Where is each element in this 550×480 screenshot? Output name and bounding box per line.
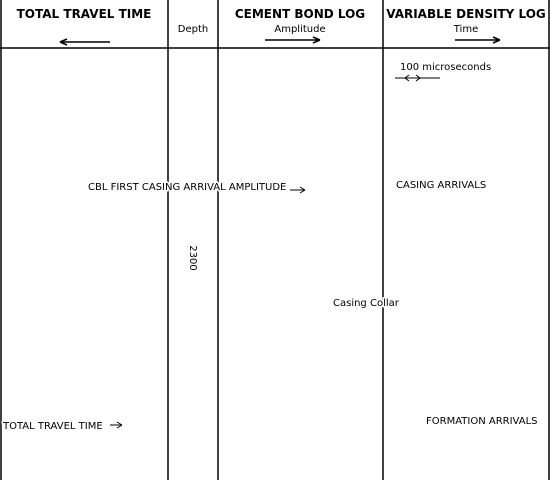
track3-header: VARIABLE DENSITY LOG <box>386 7 546 21</box>
track2-header: CEMENT BOND LOG <box>235 7 365 21</box>
track3-subheader: Time <box>453 24 478 35</box>
depth-label: 2300 <box>187 245 198 270</box>
annotation-arrows <box>110 74 440 429</box>
ttt-annotation: TOTAL TRAVEL TIME <box>2 421 103 432</box>
cbl-annotation: CBL FIRST CASING ARRIVAL AMPLITUDE <box>88 182 286 193</box>
track1-header: TOTAL TRAVEL TIME <box>17 7 152 21</box>
formation-arrivals: FORMATION ARRIVALS <box>426 416 538 427</box>
collar-annotation: Casing Collar <box>333 298 400 309</box>
depth-header: Depth <box>178 24 208 35</box>
scale-label: 100 microseconds <box>400 62 491 73</box>
casing-arrivals: CASING ARRIVALS <box>396 180 486 191</box>
track2-subheader: Amplitude <box>274 24 325 35</box>
